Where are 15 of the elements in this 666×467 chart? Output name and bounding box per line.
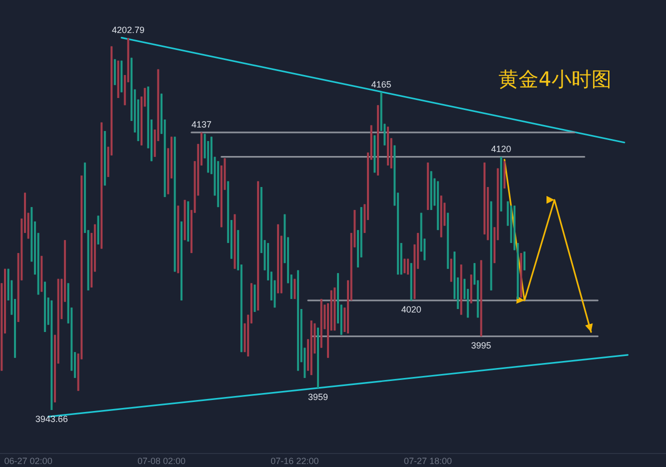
- annotation: 4120: [491, 144, 512, 154]
- x-tick-label: 07-08 02:00: [137, 456, 186, 466]
- annotation: 4202.79: [112, 25, 144, 35]
- candlestick: [523, 251, 526, 271]
- x-tick-label: 07-16 22:00: [270, 456, 319, 466]
- annotation: 4165: [371, 79, 392, 90]
- annotation: 4020: [401, 304, 422, 314]
- candlestick: [294, 278, 296, 300]
- annotation: 3995: [471, 340, 492, 350]
- annotation: 3943.66: [35, 414, 68, 424]
- annotation: 3959: [308, 392, 328, 402]
- x-tick-label: 07-27 18:00: [404, 456, 452, 466]
- annotation: 4137: [191, 119, 212, 130]
- x-tick-label: 06-27 02:00: [4, 456, 52, 466]
- text: 黄金4小时图: [498, 67, 612, 91]
